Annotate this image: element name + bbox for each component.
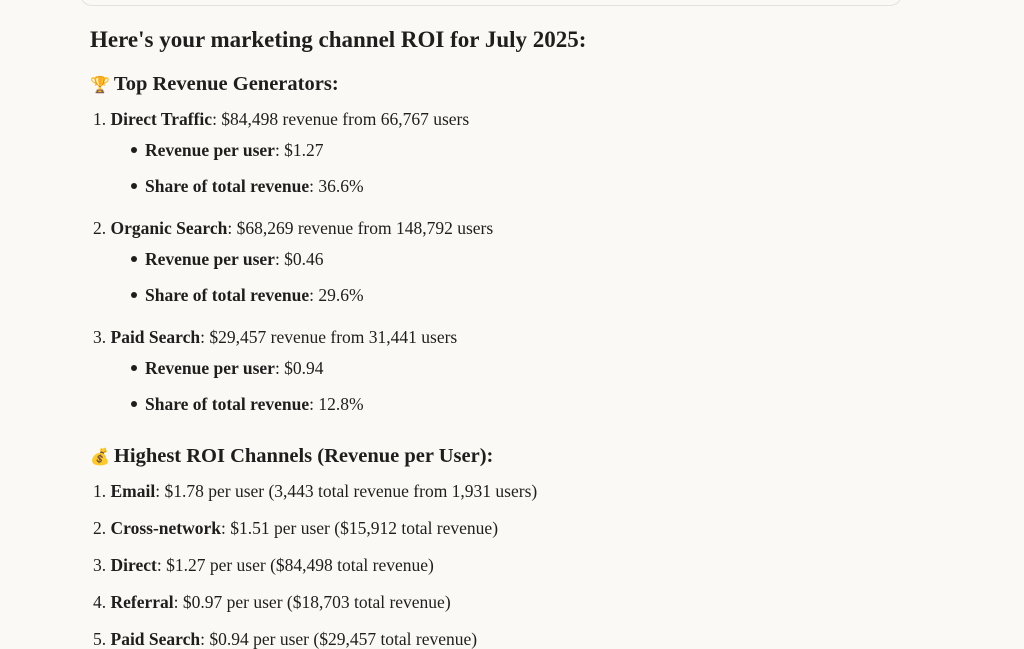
section-title-text: Highest ROI Channels (Revenue per User): [113,445,494,467]
item-label: Email [110,481,156,501]
list-item: 2. Cross-network: $1.51 per user ($15,91… [93,515,498,541]
sub-item-text: : $0.46 [274,249,324,269]
sub-item-text: : $0.94 [274,358,324,378]
bullet [131,292,137,298]
sub-item-label: Revenue per user [145,249,275,269]
item-text: : $0.97 per user ($18,703 total revenue) [173,592,451,612]
section-title-text: Top Revenue Generators: [113,73,339,95]
sub-item-label: Share of total revenue [145,176,310,196]
item-label: Cross-network [110,518,222,538]
sub-item: Share of total revenue: 12.8% [131,391,364,417]
sub-item-text: : 12.8% [309,394,364,414]
sub-item-label: Share of total revenue [145,394,310,414]
sub-item-text: : 29.6% [309,285,364,305]
item-label: Direct Traffic [110,109,213,129]
response-heading: Here's your marketing channel ROI for Ju… [90,27,587,52]
sub-item-label: Revenue per user [145,358,275,378]
section-title: 💰 Highest ROI Channels (Revenue per User)… [90,441,493,471]
item-text: : $1.27 per user ($84,498 total revenue) [156,555,434,575]
list-item: 3. Paid Search: $29,457 revenue from 31,… [93,324,457,350]
item-label: Referral [110,592,174,612]
bullet [131,147,137,153]
sub-item-text: : $1.27 [274,140,324,160]
list-marker: 1. [93,109,107,129]
previous-card [80,0,902,6]
item-label: Direct [110,555,157,575]
item-text: : $1.51 per user ($15,912 total revenue) [221,518,499,538]
list-marker: 3. [93,555,107,575]
section-icon: 💰 [90,447,110,466]
item-label: Paid Search [110,327,201,347]
sub-item: Revenue per user: $0.94 [131,355,324,381]
bullet [131,256,137,262]
list-item: 1. Direct Traffic: $84,498 revenue from … [93,106,469,132]
item-text: : $68,269 revenue from 148,792 users [227,218,494,238]
item-text: : $84,498 revenue from 66,767 users [212,109,470,129]
list-marker: 3. [93,327,107,347]
sub-item: Share of total revenue: 29.6% [131,282,364,308]
item-text: : $29,457 revenue from 31,441 users [200,327,458,347]
sub-item-label: Revenue per user [145,140,275,160]
bullet [131,401,137,407]
bullet [131,183,137,189]
list-marker: 2. [93,518,107,538]
list-item: 3. Direct: $1.27 per user ($84,498 total… [93,552,434,578]
list-item: 5. Paid Search: $0.94 per user ($29,457 … [93,626,477,649]
item-label: Organic Search [110,218,228,238]
list-marker: 5. [93,629,107,649]
sub-item: Revenue per user: $0.46 [131,246,324,272]
bullet [131,365,137,371]
list-marker: 4. [93,592,107,612]
list-marker: 2. [93,218,107,238]
list-item: 4. Referral: $0.97 per user ($18,703 tot… [93,589,451,615]
list-item: 1. Email: $1.78 per user (3,443 total re… [93,478,537,504]
list-marker: 1. [93,481,107,501]
sub-item: Share of total revenue: 36.6% [131,173,364,199]
item-text: : $1.78 per user (3,443 total revenue fr… [155,481,538,501]
item-label: Paid Search [110,629,201,649]
item-text: : $0.94 per user ($29,457 total revenue) [200,629,478,649]
sub-item-label: Share of total revenue [145,285,310,305]
section-title: 🏆 Top Revenue Generators: [90,69,339,99]
list-item: 2. Organic Search: $68,269 revenue from … [93,215,493,241]
section-icon: 🏆 [90,75,110,94]
sub-item-text: : 36.6% [309,176,364,196]
sub-item: Revenue per user: $1.27 [131,137,324,163]
